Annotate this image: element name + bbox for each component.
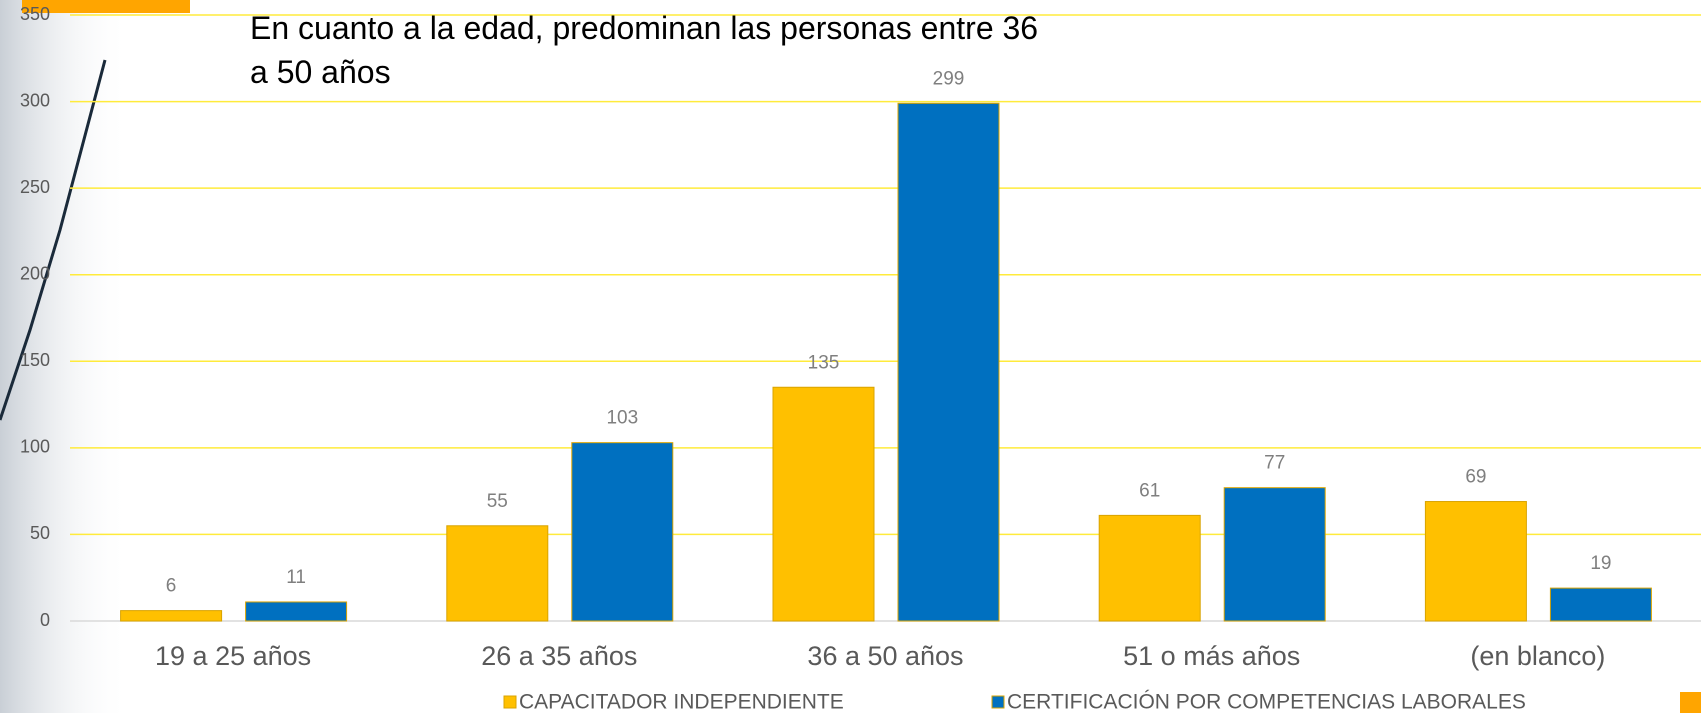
bar <box>246 602 347 621</box>
data-label: 103 <box>606 408 638 429</box>
data-label: 135 <box>808 352 840 373</box>
y-tick-label: 200 <box>20 263 50 283</box>
y-tick-label: 100 <box>20 437 50 457</box>
x-tick-label: 36 a 50 años <box>807 641 963 671</box>
legend-swatch <box>992 696 1004 708</box>
accent-square <box>1680 692 1701 713</box>
bar <box>572 443 673 621</box>
y-tick-label: 350 <box>20 4 50 24</box>
data-label: 55 <box>487 491 508 512</box>
bar <box>773 387 874 621</box>
chart-title: En cuanto a la edad, predominan las pers… <box>250 6 1050 94</box>
x-tick-label: 26 a 35 años <box>481 641 637 671</box>
x-tick-label: 51 o más años <box>1123 641 1300 671</box>
data-label: 69 <box>1465 467 1486 488</box>
bar <box>447 526 548 621</box>
bar <box>1550 588 1651 621</box>
bar <box>1099 515 1200 621</box>
page: 0 50 100 150 200 250 300 350 19 a 25 años 6 11 26 a… <box>0 0 1701 713</box>
x-tick-label: (en blanco) <box>1470 641 1605 671</box>
y-tick-label: 250 <box>20 177 50 197</box>
legend-label: CERTIFICACIÓN POR COMPETENCIAS LABORALES <box>1007 691 1526 713</box>
x-tick-label: 19 a 25 años <box>155 641 311 671</box>
y-tick-label: 300 <box>20 90 50 110</box>
bar <box>121 611 222 621</box>
data-label: 19 <box>1590 553 1611 574</box>
legend-label: CAPACITADOR INDEPENDIENTE <box>519 691 844 713</box>
y-tick-label: 0 <box>40 610 50 630</box>
y-tick-label: 150 <box>20 350 50 370</box>
data-label: 77 <box>1264 453 1285 474</box>
y-tick-label: 50 <box>30 523 50 543</box>
chart: 0 50 100 150 200 250 300 350 19 a 25 años 6 11 26 a… <box>0 0 1701 713</box>
legend-swatch <box>504 696 516 708</box>
bar <box>1224 488 1325 621</box>
data-label: 61 <box>1139 480 1160 501</box>
data-label: 6 <box>166 576 177 597</box>
bar <box>1425 502 1526 621</box>
bar <box>898 103 999 621</box>
data-label: 11 <box>286 567 306 588</box>
